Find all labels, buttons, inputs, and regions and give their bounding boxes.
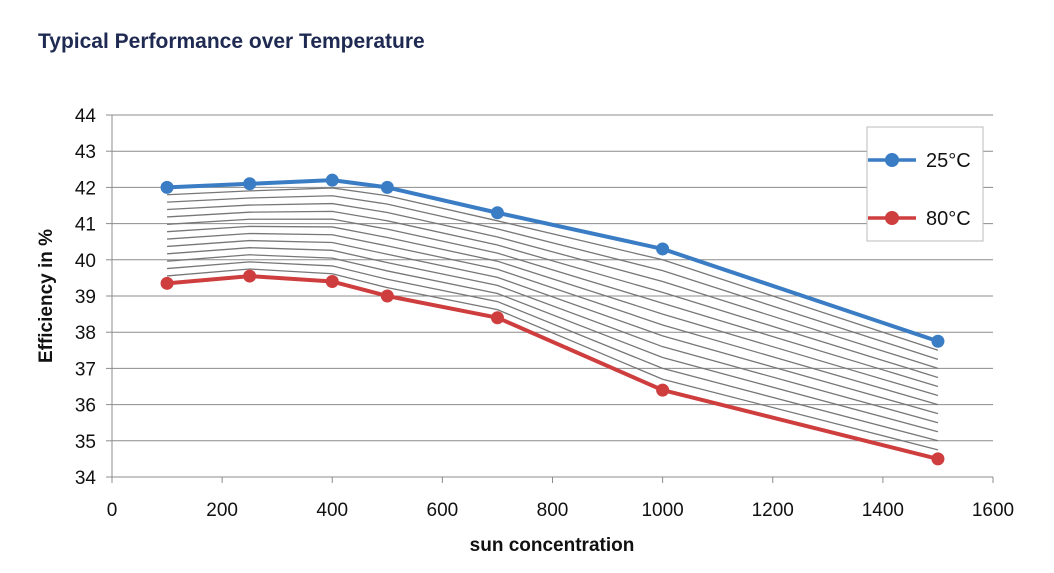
y-tick-label: 38 [75,323,96,344]
chart-title: Typical Performance over Temperature [38,30,425,53]
y-tick-label: 37 [75,359,96,380]
y-tick-label: 41 [75,215,96,236]
intermediate-line [167,187,939,351]
data-point [243,269,257,283]
intermediate-line [167,195,939,360]
data-point [325,275,339,289]
y-tick-label: 34 [75,468,97,489]
x-tick-label: 400 [316,500,348,521]
x-tick-label: 0 [107,500,118,521]
y-axis-title: Efficiency in % [36,229,57,363]
data-point [380,180,394,194]
intermediate-line [167,261,939,442]
y-tick-label: 43 [75,142,96,163]
legend-label-80c: 80°C [926,208,971,230]
intermediate-line [167,218,939,388]
intermediate-line [167,210,939,379]
data-point [160,180,174,194]
intermediate-line [167,225,939,397]
x-tick-label: 1400 [862,500,904,521]
x-axis-ticks: 0 200 400 600 800 1000 1200 1400 1600 [107,477,1014,521]
legend-label-25c: 25°C [926,150,971,172]
data-point [931,334,945,348]
data-point [243,177,257,191]
intermediate-line [167,202,939,370]
data-point [380,289,394,303]
intermediate-temperature-lines [167,187,939,451]
x-axis-title: sun concentration [470,535,635,556]
data-point [490,311,504,325]
y-tick-label: 36 [75,396,96,417]
intermediate-line [167,247,939,424]
x-tick-label: 1200 [752,500,794,521]
x-tick-label: 800 [537,500,569,521]
x-tick-label: 200 [206,500,238,521]
series-lines [160,173,945,466]
grid-lines [111,114,993,478]
legend: 25°C 80°C [866,126,984,242]
data-point [656,383,670,397]
y-tick-label: 42 [75,178,96,199]
data-point [325,173,339,187]
x-tick-label: 600 [427,500,459,521]
x-tick-label: 1000 [641,500,683,521]
data-point [490,206,504,220]
y-axis-ticks: 34 35 36 37 38 39 40 41 42 43 44 [75,106,112,489]
y-tick-label: 44 [75,106,97,127]
intermediate-line [167,254,939,433]
y-tick-label: 35 [75,432,96,453]
intermediate-line [167,268,939,451]
data-point [931,452,945,466]
data-point [160,276,174,290]
x-tick-label: 1600 [972,500,1014,521]
data-point [656,242,670,256]
intermediate-line [167,232,939,406]
legend-marker-25c [885,153,899,167]
y-tick-label: 40 [75,251,96,272]
legend-marker-80c [885,211,899,225]
y-tick-label: 39 [75,287,96,308]
intermediate-line [167,239,939,415]
